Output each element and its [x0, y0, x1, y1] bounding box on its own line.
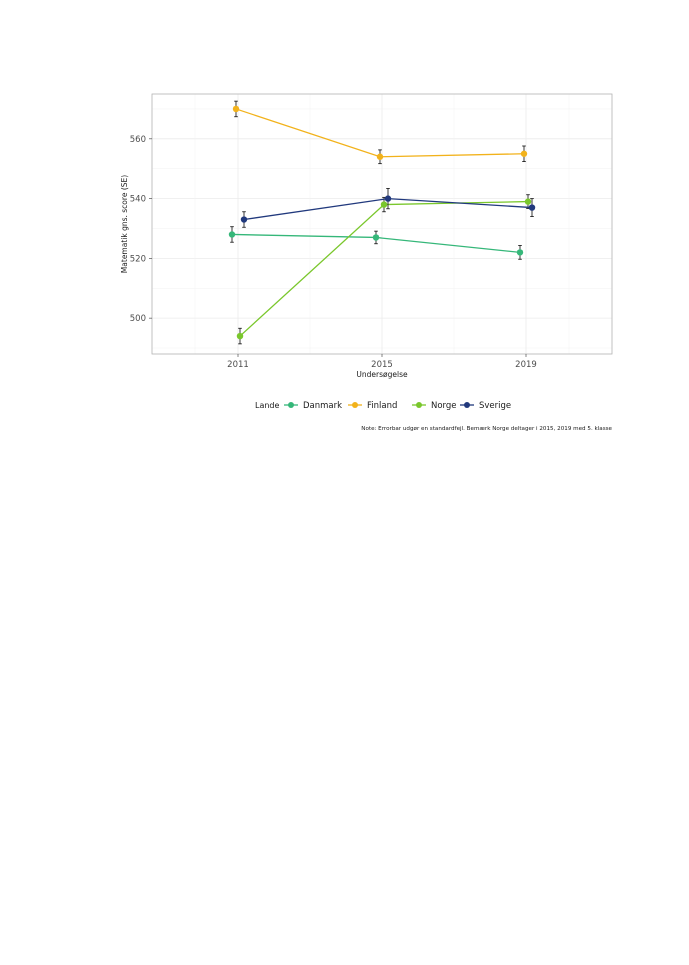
axis-layer: 500 520 540 560 2011 2015 2019 [130, 135, 537, 370]
data-point [380, 201, 388, 208]
y-tick-label: 540 [130, 195, 146, 205]
x-tick-label: 2011 [227, 360, 249, 370]
legend-key-point [288, 402, 294, 408]
y-tick-label: 560 [130, 135, 146, 145]
x-tick-label: 2015 [371, 360, 393, 370]
y-tick-label: 500 [130, 314, 146, 324]
legend: Lande Danmark Finland Norge Sverige [255, 401, 511, 411]
data-point [520, 150, 528, 157]
data-point [528, 204, 536, 211]
legend-title: Lande [255, 401, 280, 410]
series-layer [228, 100, 536, 345]
data-point [372, 234, 380, 241]
legend-label-norge: Norge [431, 401, 457, 411]
legend-key-point [352, 402, 358, 408]
y-axis-title: Matematik gns. score (SE) [120, 175, 129, 273]
data-point [376, 153, 384, 160]
series-norge [236, 194, 532, 345]
legend-key-point [464, 402, 470, 408]
x-tick-label: 2019 [515, 360, 537, 370]
series-sverige [240, 187, 536, 228]
data-point [240, 216, 248, 223]
data-point [236, 332, 244, 340]
data-point [516, 249, 524, 256]
legend-label-sverige: Sverige [479, 401, 511, 411]
data-point [232, 105, 240, 113]
legend-key-point [416, 402, 422, 408]
y-tick-label: 520 [130, 254, 146, 264]
series-line [239, 200, 529, 337]
series-danmark [228, 226, 524, 260]
grid-lines [152, 94, 612, 354]
x-axis-title: Undersøgelse [356, 370, 408, 379]
data-point [524, 198, 532, 205]
data-point [384, 195, 392, 202]
chart-note: Note: Errorbar udgør en standardfejl. Be… [361, 426, 612, 432]
series-finland [232, 100, 528, 165]
legend-label-danmark: Danmark [303, 401, 342, 411]
data-point [228, 231, 236, 238]
legend-label-finland: Finland [367, 401, 397, 411]
